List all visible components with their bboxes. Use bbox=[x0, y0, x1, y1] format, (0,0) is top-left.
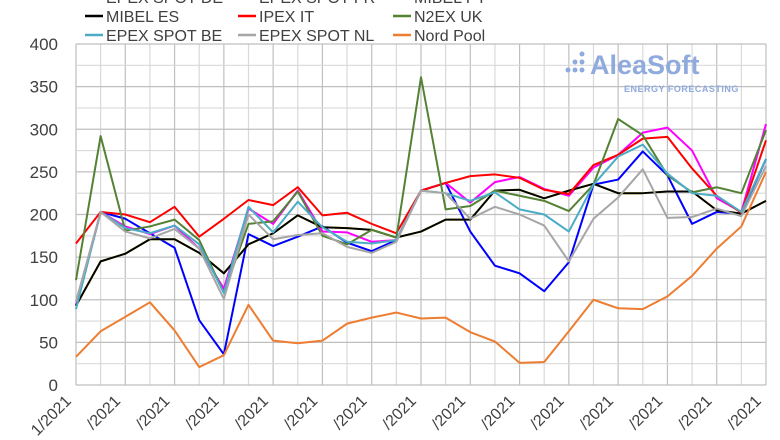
x-axis: 1/2021/2021/2021/2021/2021/2021/2021/202… bbox=[28, 393, 765, 440]
y-tick-label: 200 bbox=[30, 206, 58, 225]
x-tick-label: /2021 bbox=[281, 393, 321, 433]
y-tick-label: 0 bbox=[49, 376, 58, 395]
legend-label: EPEX SPOT BE bbox=[106, 28, 222, 45]
x-tick-label: /2021 bbox=[675, 393, 715, 433]
x-tick-label: /2021 bbox=[232, 393, 272, 433]
series-line-nord-pool bbox=[75, 171, 767, 369]
legend-label: MIBEL PT bbox=[414, 0, 487, 7]
y-tick-label: 150 bbox=[30, 248, 58, 267]
aleasoft-logo: AleaSoft ENERGY FORECASTING bbox=[565, 50, 739, 94]
y-axis: 0 50 100 150 200 250 300 350 400 bbox=[30, 35, 58, 395]
x-tick-label: /2021 bbox=[133, 393, 173, 433]
legend-label: IPEX IT bbox=[259, 9, 314, 26]
legend-label: Nord Pool bbox=[414, 28, 485, 45]
legend-label: MIBEL ES bbox=[106, 9, 179, 26]
y-tick-label: 350 bbox=[30, 78, 58, 97]
logo-tagline: ENERGY FORECASTING bbox=[624, 84, 739, 94]
x-tick-label: /2021 bbox=[626, 393, 666, 433]
x-tick-label: 1/2021 bbox=[28, 393, 75, 440]
legend-label: EPEX SPOT DE bbox=[106, 0, 223, 7]
series-line-n2ex-uk bbox=[75, 76, 767, 294]
x-tick-label: /2021 bbox=[330, 393, 370, 433]
x-tick-label: /2021 bbox=[478, 393, 518, 433]
legend: EPEX SPOT DE EPEX SPOT FR MIBEL PT MIBEL ES… bbox=[85, 0, 487, 45]
x-tick-label: /2021 bbox=[379, 393, 419, 433]
logo-brand: AleaSoft bbox=[590, 50, 700, 80]
x-tick-label: /2021 bbox=[577, 393, 617, 433]
y-tick-label: 100 bbox=[30, 291, 58, 310]
x-tick-label: /2021 bbox=[84, 393, 124, 433]
series-lines bbox=[75, 76, 767, 369]
x-tick-label: /2021 bbox=[527, 393, 567, 433]
legend-label: EPEX SPOT FR bbox=[259, 0, 375, 7]
y-tick-label: 50 bbox=[39, 333, 58, 352]
y-tick-label: 300 bbox=[30, 120, 58, 139]
series-line-mibel-es bbox=[75, 182, 767, 307]
x-tick-label: /2021 bbox=[182, 393, 222, 433]
y-tick-label: 400 bbox=[30, 35, 58, 54]
x-tick-label: /2021 bbox=[429, 393, 469, 433]
y-tick-label: 250 bbox=[30, 163, 58, 182]
x-tick-label: /2021 bbox=[724, 393, 764, 433]
grid bbox=[75, 43, 767, 386]
legend-label: EPEX SPOT NL bbox=[259, 28, 374, 45]
legend-label: N2EX UK bbox=[414, 9, 483, 26]
series-line-epex-spot-nl bbox=[75, 165, 767, 302]
